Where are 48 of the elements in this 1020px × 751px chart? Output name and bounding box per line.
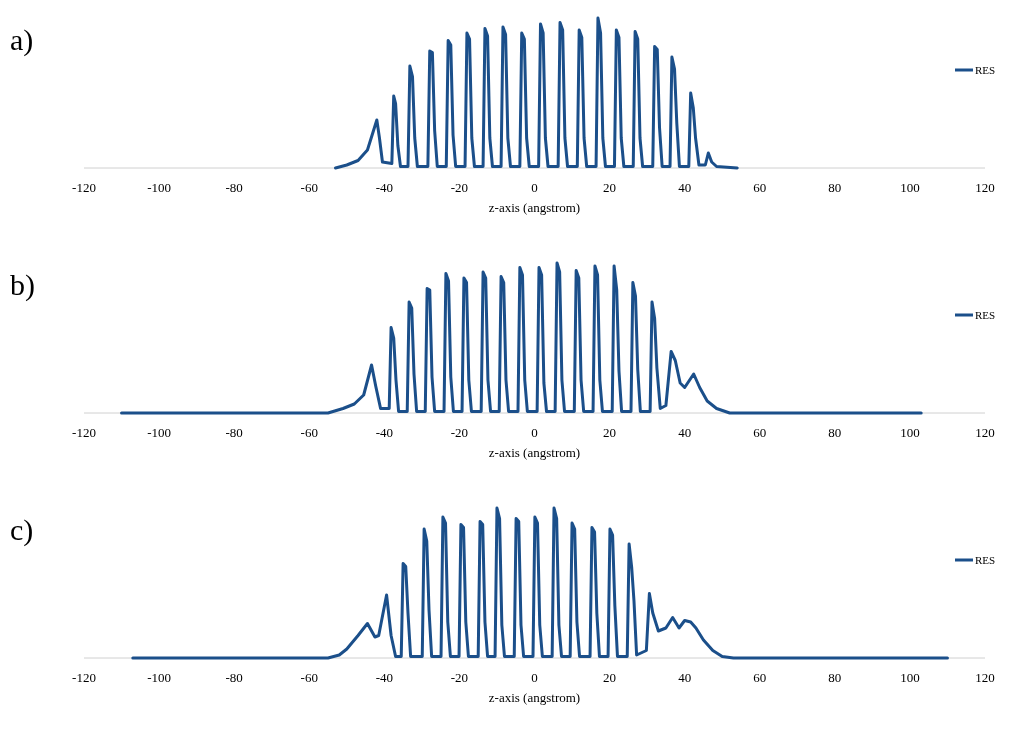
x-tick-label: 120 (975, 670, 995, 685)
x-tick-label: -20 (450, 670, 469, 685)
legend-label: RES (975, 64, 996, 76)
x-axis-title: z-axis (angstrom) (488, 690, 581, 705)
x-tick-label: -80 (225, 180, 243, 195)
x-tick-label: 20 (603, 180, 617, 195)
x-tick-label: -100 (147, 180, 172, 195)
x-tick-label: 100 (900, 425, 920, 440)
x-tick-label: 80 (828, 180, 842, 195)
x-tick-label: 80 (828, 425, 842, 440)
x-tick-label: -80 (225, 670, 243, 685)
x-tick-label: 20 (603, 425, 617, 440)
x-tick-label: -60 (300, 670, 318, 685)
chart-title: c) (10, 513, 34, 547)
x-tick-label: -120 (72, 425, 96, 440)
x-tick-label: 40 (678, 180, 692, 195)
x-tick-label: 40 (678, 425, 692, 440)
x-tick-label: 120 (975, 180, 995, 195)
x-tick-label: 60 (753, 180, 767, 195)
x-tick-label: -60 (300, 425, 318, 440)
x-tick-label: 80 (828, 670, 842, 685)
x-tick-label: -40 (375, 180, 394, 195)
x-tick-label: 100 (900, 180, 920, 195)
chart-title: b) (10, 268, 35, 302)
x-tick-label: 100 (900, 670, 920, 685)
x-tick-label: -40 (375, 425, 394, 440)
x-tick-label: 0 (531, 670, 538, 685)
legend-label: RES (975, 554, 996, 566)
x-tick-label: 0 (531, 425, 538, 440)
x-tick-label: 40 (678, 670, 692, 685)
x-tick-label: 0 (531, 180, 538, 195)
x-tick-label: -20 (450, 425, 469, 440)
x-tick-label: -100 (147, 425, 172, 440)
legend-label: RES (975, 309, 996, 321)
chart-title: a) (10, 23, 34, 57)
x-axis-title: z-axis (angstrom) (488, 445, 581, 460)
x-tick-label: -60 (300, 180, 318, 195)
x-tick-label: 60 (753, 670, 767, 685)
x-tick-label: 20 (603, 670, 617, 685)
x-tick-label: 60 (753, 425, 767, 440)
x-tick-label: -40 (375, 670, 394, 685)
x-tick-label: -80 (225, 425, 243, 440)
x-tick-label: -20 (450, 180, 469, 195)
x-tick-label: -100 (147, 670, 172, 685)
x-tick-label: -120 (72, 670, 96, 685)
x-tick-label: 120 (975, 425, 995, 440)
x-tick-label: -120 (72, 180, 96, 195)
x-axis-title: z-axis (angstrom) (488, 200, 581, 215)
